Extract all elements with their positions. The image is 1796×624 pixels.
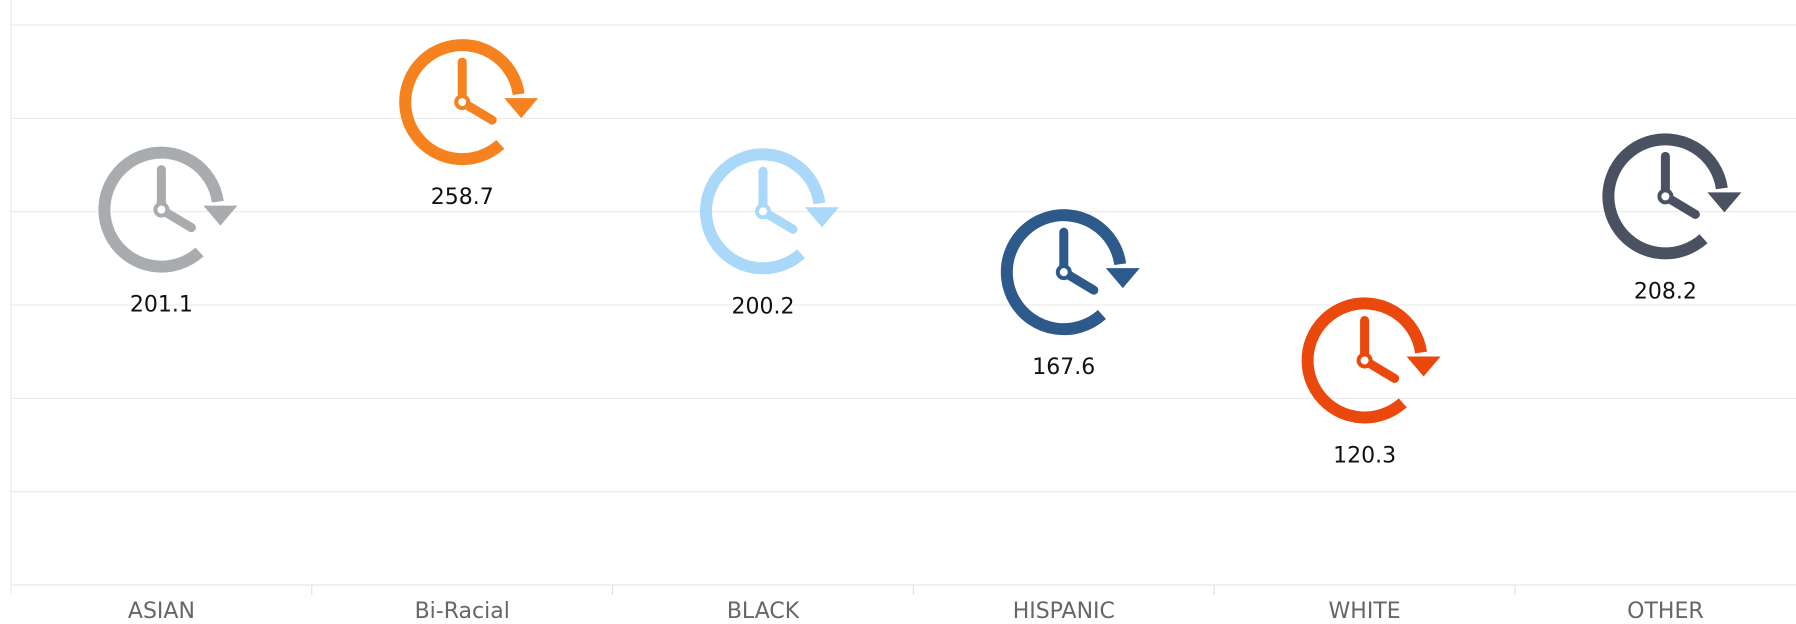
x-tick-label: BLACK: [727, 599, 800, 624]
clock-arrow: [805, 207, 839, 228]
value-label: 200.2: [732, 294, 795, 319]
clock-arc: [98, 146, 224, 273]
value-label: 120.3: [1333, 443, 1396, 468]
value-label: 208.2: [1634, 279, 1697, 304]
x-tick-label: ASIAN: [128, 599, 195, 624]
x-tick-label: WHITE: [1329, 599, 1401, 624]
clock-icon: [399, 39, 539, 166]
clock-icon: [1000, 209, 1140, 336]
clock-arc: [1000, 209, 1127, 336]
clock-icon: [98, 146, 238, 273]
clock-icon: [1301, 297, 1441, 424]
clock-arrow: [203, 205, 238, 226]
value-label: 258.7: [431, 185, 494, 210]
clock-arrow: [504, 98, 539, 119]
x-tick-label: HISPANIC: [1013, 599, 1115, 624]
clock-center: [1055, 264, 1072, 281]
clock-arc: [1602, 133, 1728, 260]
x-tick-label: OTHER: [1627, 599, 1703, 624]
clock-center: [1356, 352, 1373, 369]
clock-center: [1657, 188, 1674, 205]
clock-icon: [700, 148, 839, 275]
clock-arrow: [1707, 192, 1742, 213]
clock-arc: [399, 39, 525, 166]
clock-center: [755, 203, 771, 220]
clock-arc: [700, 148, 826, 275]
value-label: 167.6: [1032, 355, 1095, 380]
clock-center: [153, 201, 170, 218]
clock-center: [454, 94, 471, 111]
clock-icon: [1602, 133, 1742, 260]
clock-arrow: [1105, 268, 1140, 289]
value-label: 201.1: [130, 293, 193, 318]
clock-arc: [1301, 297, 1427, 424]
clock-arrow: [1406, 356, 1441, 377]
x-tick-label: Bi-Racial: [415, 599, 510, 624]
